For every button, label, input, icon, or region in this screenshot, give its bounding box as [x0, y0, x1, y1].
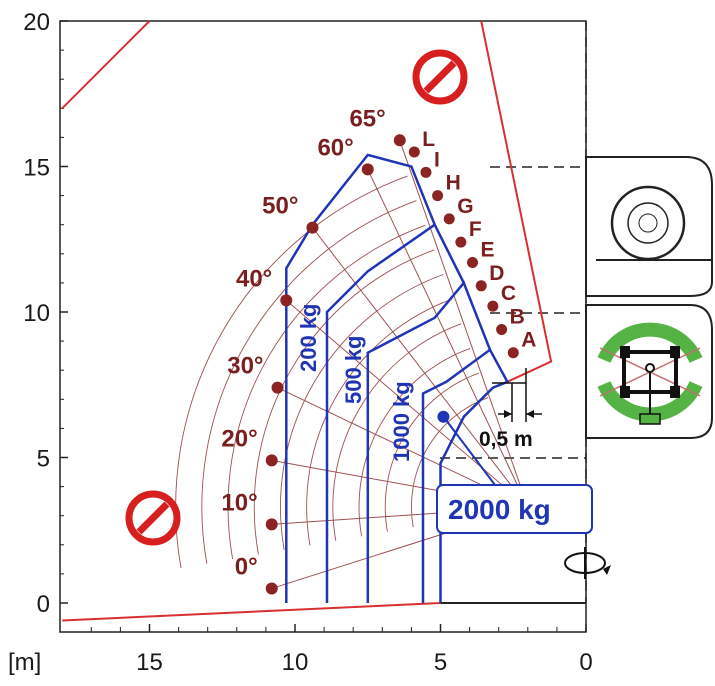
no-entry-icon	[412, 49, 468, 105]
extension-dot	[467, 257, 479, 269]
chassis-panel	[585, 304, 713, 439]
extension-arc	[306, 298, 453, 546]
angle-ray	[312, 227, 529, 508]
chassis-top-view-icon	[597, 322, 703, 425]
angle-label: 30°	[227, 353, 263, 380]
angle-label: 20°	[221, 425, 257, 452]
angle-label: 65°	[349, 105, 385, 132]
dimension-label: 0,5 m	[479, 428, 533, 451]
y-tick-label: 5	[37, 446, 50, 473]
angle-dot	[271, 381, 284, 394]
angle-label: 50°	[262, 193, 298, 220]
angle-dot	[361, 163, 374, 176]
angle-markers: 0° 10° 20° 30° 40° 50° 60°65°	[221, 105, 406, 595]
label-2000kg: 2000 kg	[448, 494, 551, 525]
boom-grid	[175, 140, 529, 589]
extension-label: A	[521, 329, 536, 352]
angle-label: 10°	[221, 489, 257, 516]
extension-arc	[175, 175, 408, 569]
envelope-500kg	[325, 222, 465, 603]
extension-label: E	[481, 239, 495, 262]
angle-dot	[265, 518, 278, 531]
ground-slope-line	[62, 602, 441, 622]
label-1000kg: 1000 kg	[389, 381, 414, 462]
y-tick-label: 0	[37, 591, 50, 618]
extension-dot	[455, 236, 467, 248]
callout-2000kg: 2000 kg	[436, 410, 593, 534]
hazard-line-top-left	[61, 20, 151, 110]
load-labels: 200 kg 500 kg 1000 kg	[296, 304, 414, 463]
label-500kg: 500 kg	[341, 336, 366, 405]
extension-dot	[507, 347, 519, 359]
extension-dot	[420, 166, 432, 178]
extension-dot	[496, 323, 508, 335]
extension-arc	[411, 397, 489, 528]
y-tick-label: 20	[23, 9, 50, 36]
angle-label: 60°	[317, 134, 353, 161]
extension-arc	[358, 347, 471, 537]
y-tick-label: 10	[23, 300, 50, 327]
x-tick-label: 15	[136, 649, 163, 676]
extension-arc	[384, 372, 480, 532]
extension-arc	[280, 274, 444, 550]
angle-ray	[399, 140, 529, 508]
extension-arc	[253, 249, 435, 555]
dimension-annotation: 0,5 m	[479, 368, 542, 451]
extension-label: G	[457, 195, 473, 218]
extension-dot	[408, 146, 420, 158]
hazard-line-top-right	[480, 20, 553, 383]
angle-dot	[265, 454, 278, 467]
wheel-panel	[585, 156, 713, 297]
load-center-point	[437, 410, 450, 423]
angle-dot	[265, 582, 278, 595]
wheel-icon	[610, 185, 686, 261]
load-envelopes	[285, 153, 510, 603]
extension-label: D	[489, 262, 504, 285]
envelope-200kg	[285, 153, 436, 603]
envelope-1000kg	[366, 280, 492, 603]
hazard-boundaries	[61, 20, 553, 622]
extension-label: I	[434, 148, 440, 171]
extension-label: F	[469, 218, 482, 241]
extension-label: H	[446, 172, 461, 195]
angle-ray	[367, 169, 529, 508]
rotate-arrow-icon	[564, 547, 611, 579]
extension-dot	[487, 300, 499, 312]
extension-label: B	[510, 305, 525, 328]
x-tick-label: 10	[282, 649, 309, 676]
angle-dot	[306, 221, 319, 234]
no-entry-icon	[125, 490, 181, 546]
extension-dot	[475, 280, 487, 292]
extension-arc	[201, 200, 417, 564]
extension-arc	[332, 323, 462, 541]
angle-label: 40°	[236, 265, 272, 292]
angle-dot	[280, 294, 293, 307]
angle-dot	[393, 134, 406, 147]
x-axis-unit: [m]	[8, 649, 41, 676]
axis-ticks: 0 5 10 15 20 15 10 5 0 [m]	[8, 9, 593, 676]
extension-label: L	[422, 128, 435, 151]
extension-dot	[432, 190, 444, 202]
extension-dot	[443, 213, 455, 225]
x-tick-label: 0	[579, 649, 592, 676]
label-200kg: 200 kg	[296, 304, 321, 373]
angle-label: 0°	[235, 553, 258, 580]
envelope-2000kg	[421, 347, 510, 603]
extension-label: C	[501, 282, 516, 305]
y-tick-label: 15	[23, 155, 50, 182]
x-tick-label: 5	[434, 649, 447, 676]
extension-arc	[227, 224, 426, 560]
